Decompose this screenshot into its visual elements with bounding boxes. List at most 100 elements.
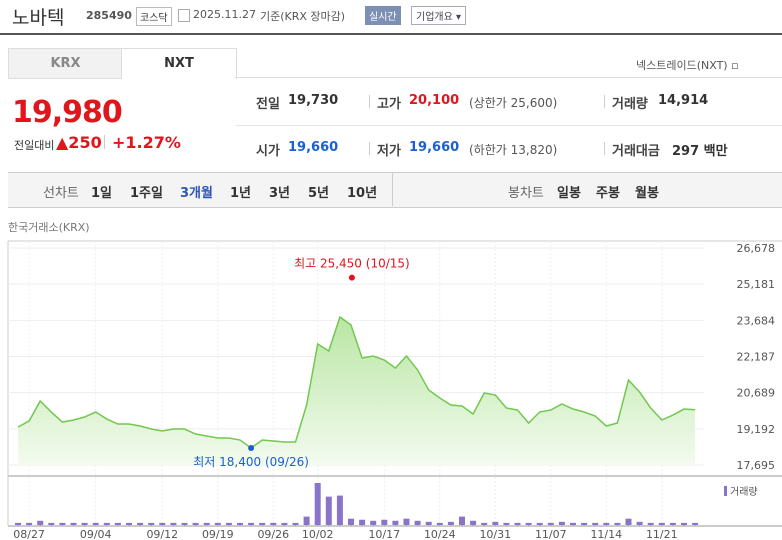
period-button[interactable]: 3년 [269, 186, 291, 201]
volume-bar [447, 521, 454, 525]
x-tick-label: 11/21 [646, 528, 678, 540]
volume-bar [492, 521, 499, 525]
period-button[interactable]: 3개월 [180, 186, 213, 201]
x-tick-label: 09/26 [257, 528, 289, 540]
volume-bar [59, 522, 66, 525]
overview-label: 기업개요 [416, 12, 453, 23]
volume-bar [37, 520, 44, 525]
volume-bar [547, 522, 554, 525]
period-button[interactable]: 1일 [91, 186, 113, 201]
candle-period-button[interactable]: 일봉 [557, 186, 581, 201]
volume-bar [15, 522, 21, 525]
volume-bar [336, 495, 343, 525]
stat-value: 19,730 [288, 93, 339, 108]
volume-bar [348, 518, 354, 525]
volume-bar [459, 516, 465, 525]
volume-bar [92, 522, 99, 525]
volume-bar [259, 522, 266, 525]
change-label: 전일대비 [14, 139, 55, 152]
overview-button[interactable]: 기업개요 ▾ [411, 6, 467, 25]
volume-bar [137, 522, 144, 525]
high-label: 최고 25,450 (10/15) [294, 257, 410, 271]
nxt-link-text: 넥스트레이드(NXT) [636, 59, 728, 72]
y-tick-label: 19,192 [737, 423, 776, 436]
x-tick-label: 11/07 [535, 528, 567, 540]
volume-bar [414, 520, 421, 525]
stat-value: 19,660 [288, 140, 339, 155]
volume-bar [225, 522, 232, 525]
x-tick-label: 09/19 [202, 528, 234, 540]
volume-bar [248, 522, 255, 525]
volume-bar [292, 522, 299, 525]
volume-bar [181, 522, 188, 525]
realtime-button[interactable]: 실시간 [365, 6, 401, 25]
change-pct: +1.27% [112, 133, 181, 152]
x-tick-label: 09/04 [80, 528, 112, 540]
stat-value: 20,100 [409, 93, 460, 108]
volume-bar [669, 522, 676, 525]
volume-bar [514, 522, 521, 525]
market-badge: 코스닥 [136, 7, 172, 26]
volume-bar [403, 518, 410, 525]
volume-bar [525, 522, 532, 525]
period-button[interactable]: 1주일 [130, 186, 163, 201]
low-label: 최저 18,400 (09/26) [193, 455, 309, 469]
change: ▲250 [56, 133, 102, 152]
stat-divider [604, 95, 605, 108]
volume-bar [48, 522, 55, 525]
tab-krx[interactable]: KRX [8, 48, 123, 79]
period-bar [8, 172, 782, 208]
nxt-link[interactable]: 넥스트레이드(NXT) ▫ [636, 59, 739, 72]
volume-bar [26, 522, 33, 525]
volume-bar [103, 522, 110, 525]
x-tick-label: 10/02 [302, 528, 334, 540]
period-button[interactable]: 5년 [308, 186, 330, 201]
volume-bar [425, 521, 432, 525]
date: 2025.11.27 [193, 8, 256, 21]
x-tick-label: 09/12 [146, 528, 178, 540]
stat-value: 19,660 [409, 140, 460, 155]
high-marker [348, 274, 355, 281]
stat-note: (하한가 13,820) [469, 143, 558, 157]
stat-label: 저가 [377, 144, 401, 159]
candle-period-button[interactable]: 월봉 [635, 186, 659, 201]
x-tick-label: 11/14 [590, 528, 622, 540]
chart-source: 한국거래소(KRX) [8, 221, 90, 234]
low-marker [248, 444, 255, 451]
divider [104, 135, 105, 149]
volume-bar [303, 516, 310, 525]
volume-bar [237, 522, 243, 525]
stat-value: 297 백만 [672, 144, 728, 159]
volume-bar [314, 483, 321, 525]
volume-bar [370, 520, 377, 525]
volume-bar [647, 522, 654, 525]
stat-divider [369, 142, 370, 155]
candle-period-button[interactable]: 주봉 [596, 186, 620, 201]
stat-label: 거래대금 [612, 144, 660, 159]
volume-bar [392, 520, 399, 525]
tab-nxt[interactable]: NXT [121, 48, 237, 79]
volume-bar [170, 522, 177, 525]
volume-bar [681, 522, 687, 525]
basis: 기준(KRX 장마감) [260, 10, 346, 23]
candle-chart-label: 봉차트 [508, 186, 544, 201]
stat-label: 거래량 [612, 97, 648, 112]
period-button[interactable]: 1년 [230, 186, 252, 201]
volume-bar [581, 522, 588, 525]
header-rule [0, 33, 782, 35]
volume-bar [436, 522, 443, 525]
volume-bar [503, 522, 510, 525]
volume-bar [192, 522, 199, 525]
volume-bar [148, 522, 155, 525]
volume-bar [325, 496, 332, 525]
stat-value: 14,914 [658, 93, 709, 108]
y-tick-label: 20,689 [737, 387, 776, 400]
volume-bar [81, 522, 88, 525]
price: 19,980 [12, 95, 123, 130]
volume-bar [636, 521, 643, 525]
period-button[interactable]: 10년 [347, 186, 378, 201]
y-tick-label: 25,181 [737, 278, 776, 291]
x-tick-label: 08/27 [13, 528, 45, 540]
stock-code: 285490 [86, 9, 132, 22]
